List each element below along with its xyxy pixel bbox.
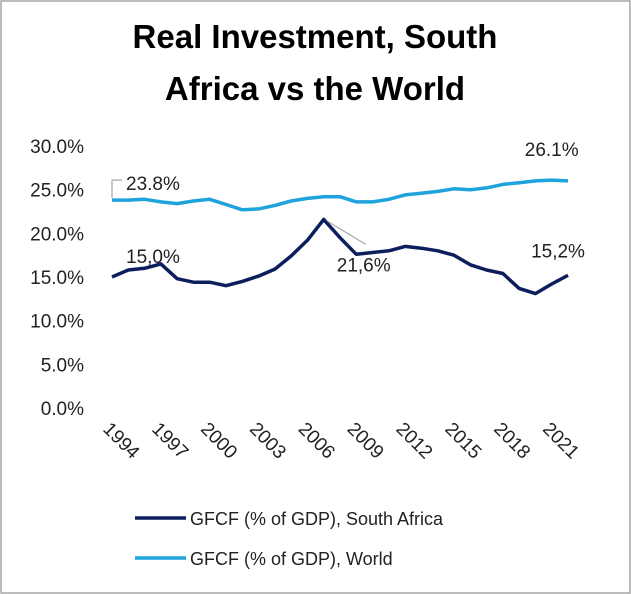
series-line [112,178,569,212]
leader-line [327,220,367,245]
legend-label: GFCF (% of GDP), South Africa [190,509,444,529]
series-line [111,217,569,296]
chart-title: Africa vs the World [165,70,465,107]
data-label: 26.1% [525,140,579,161]
y-tick-label: 25.0% [30,181,84,202]
data-label: 15,2% [531,241,585,262]
y-tick-label: 10.0% [30,312,84,333]
data-label: 21,6% [337,255,391,276]
y-tick-label: 5.0% [41,355,84,376]
data-label: 15,0% [126,247,180,268]
leader-line [111,179,122,199]
legend-label: GFCF (% of GDP), World [190,549,393,569]
y-tick-label: 30.0% [30,137,84,158]
chart-title: Real Investment, South [133,18,498,55]
data-label: 23.8% [126,174,180,195]
y-tick-label: 20.0% [30,224,84,245]
y-tick-label: 15.0% [30,268,84,289]
y-tick-label: 0.0% [41,399,84,420]
